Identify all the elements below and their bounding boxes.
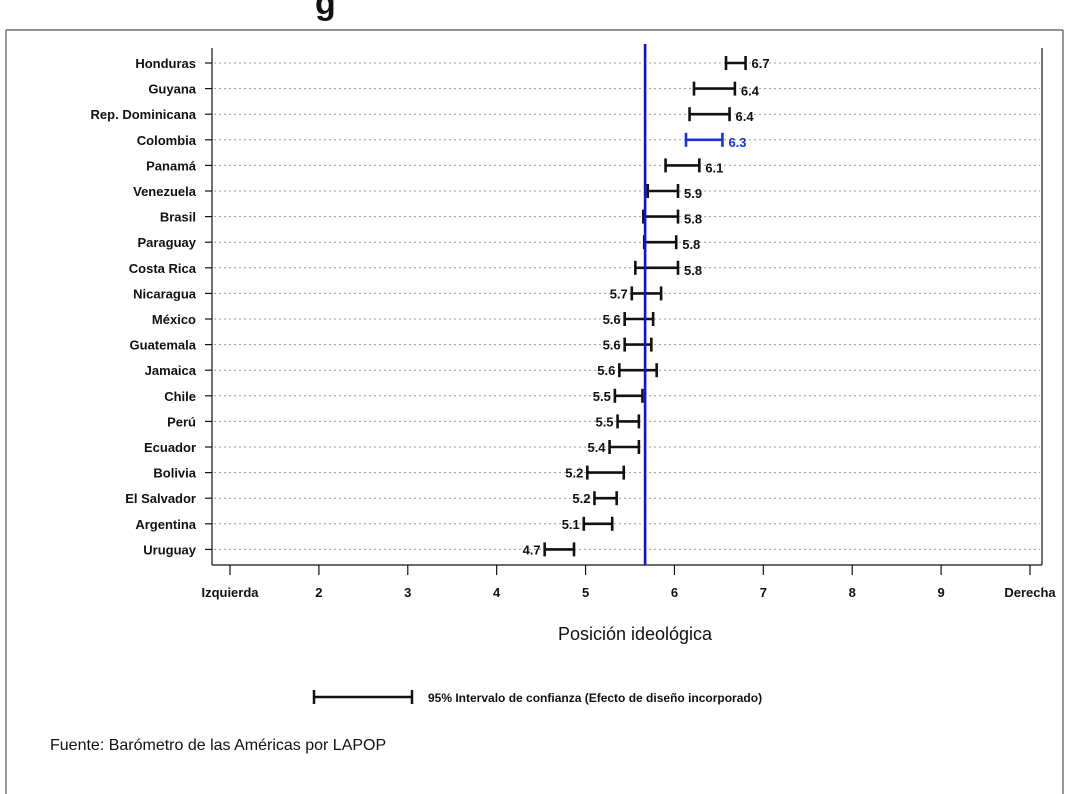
value-label: 5.8: [684, 212, 702, 227]
x-tick-label: 8: [849, 585, 856, 600]
value-label: 4.7: [523, 542, 541, 557]
country-label: El Salvador: [125, 491, 196, 506]
value-label: 5.1: [562, 517, 580, 532]
country-label: Uruguay: [143, 542, 197, 557]
value-label: 5.2: [565, 466, 583, 481]
value-label: 5.8: [684, 263, 702, 278]
value-label: 5.6: [603, 312, 621, 327]
value-label: 6.1: [705, 160, 723, 175]
country-label: Nicaragua: [133, 286, 197, 301]
x-tick-label: Derecha: [1004, 585, 1056, 600]
legend: 95% Intervalo de confianza (Efecto de di…: [312, 690, 762, 705]
value-label: 5.8: [682, 237, 700, 252]
country-label: Brasil: [160, 210, 196, 225]
x-tick-label: 6: [671, 585, 678, 600]
country-label: Ecuador: [144, 440, 196, 455]
country-labels: Honduras Guyana Rep. Dominicana Colombia Pan…: [91, 56, 197, 557]
value-label: 5.7: [610, 286, 628, 301]
grid-layer: [205, 62, 1040, 551]
value-label: 5.2: [572, 491, 590, 506]
country-label: Colombia: [137, 133, 197, 148]
country-label: Paraguay: [137, 235, 196, 250]
value-label: 6.4: [741, 84, 760, 99]
country-label: Guyana: [148, 82, 196, 97]
country-label: Honduras: [135, 56, 196, 71]
x-axis-ticks: Izquierda 2 3 4 5 6 7 8 9 Derecha: [201, 565, 1056, 600]
country-label: Venezuela: [133, 184, 197, 199]
country-label: Jamaica: [145, 363, 197, 378]
country-label: Bolivia: [153, 466, 196, 481]
x-tick-label: 2: [315, 585, 322, 600]
value-labels: 6.7 6.4 6.4 6.3 6.15.9 5.8 5.8 5.8 5.7 5.6 5.6 5.6 5…: [523, 56, 770, 557]
value-label: 5.4: [587, 440, 606, 455]
value-label: 5.5: [593, 389, 611, 404]
chart-title-partial: g: [315, 0, 336, 22]
country-label: México: [152, 312, 196, 327]
value-label: 5.5: [595, 414, 613, 429]
country-label: Perú: [167, 414, 196, 429]
x-tick-label: 3: [404, 585, 411, 600]
country-label: Rep. Dominicana: [91, 107, 197, 122]
x-tick-label: 4: [493, 585, 501, 600]
x-axis-title: Posición ideológica: [558, 624, 713, 644]
x-tick-label: 5: [582, 585, 589, 600]
country-label: Panamá: [146, 158, 197, 173]
value-label: 5.9: [684, 186, 702, 201]
legend-label: 95% Intervalo de confianza (Efecto de di…: [428, 691, 762, 705]
value-label: 5.6: [603, 338, 621, 353]
value-label: 6.7: [752, 56, 770, 71]
country-label: Guatemala: [130, 338, 197, 353]
x-tick-label: Izquierda: [201, 585, 259, 600]
x-tick-label: 7: [760, 585, 767, 600]
source-note: Fuente: Barómetro de las Américas por LA…: [50, 737, 386, 754]
country-label: Chile: [164, 389, 196, 404]
x-tick-label: 9: [937, 585, 944, 600]
value-label: 5.6: [597, 363, 615, 378]
value-label: 6.3: [728, 135, 746, 150]
country-label: Argentina: [135, 517, 196, 532]
country-label: Costa Rica: [129, 261, 197, 276]
value-label: 6.4: [736, 109, 755, 124]
error-bars: [543, 56, 747, 557]
